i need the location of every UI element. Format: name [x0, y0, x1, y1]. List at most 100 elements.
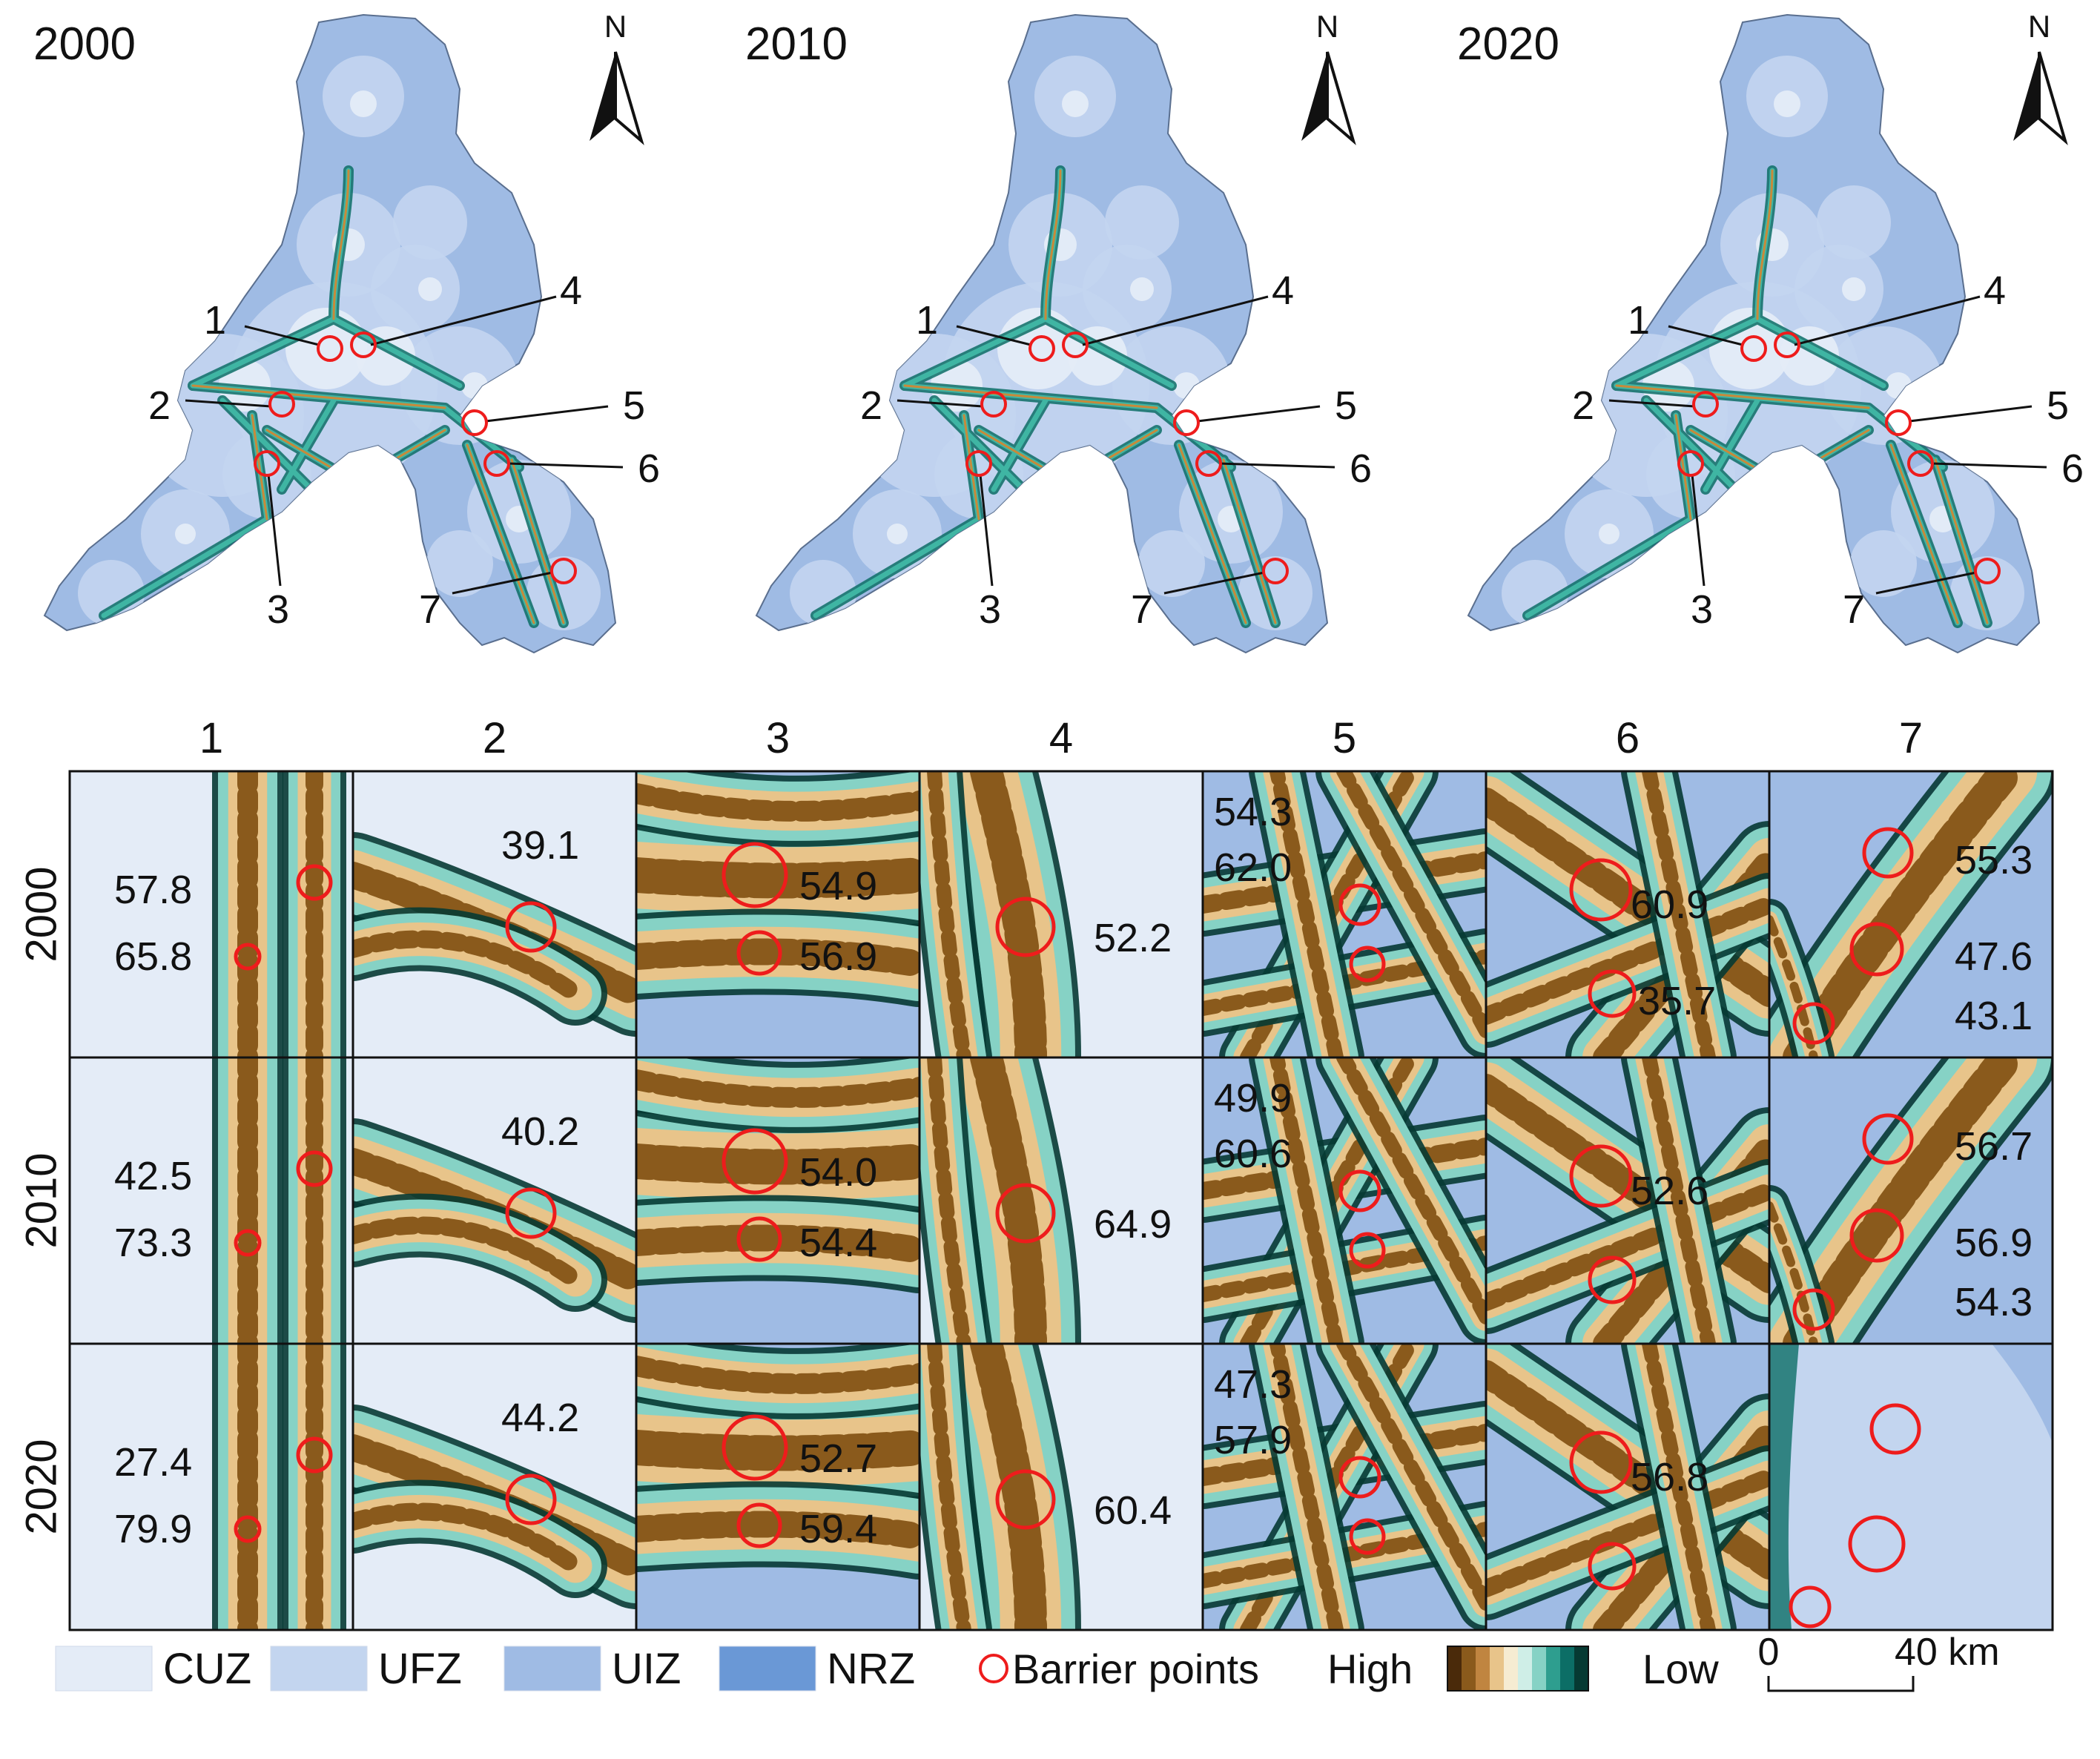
barrier-point-marker — [1588, 969, 1637, 1018]
barrier-point-marker — [254, 450, 280, 477]
barrier-id-label: 5 — [623, 383, 645, 428]
legend-ramp-step — [1574, 1646, 1588, 1691]
north-arrow-left — [1301, 52, 1327, 141]
barrier-point-marker — [1569, 1430, 1633, 1494]
row-header: 2010 — [17, 1152, 65, 1248]
barrier-value-label: 55.3 — [1955, 838, 2033, 882]
basin-2000 — [44, 14, 616, 653]
barrier-leader-line — [1691, 474, 1706, 587]
barrier-leader-line — [507, 462, 624, 469]
column-header: 1 — [199, 714, 223, 762]
barrier-point-marker — [296, 1150, 333, 1187]
barrier-point-marker — [980, 391, 1007, 418]
corridor-core — [353, 1216, 584, 1289]
panel-content — [919, 1057, 1203, 1344]
barrier-leader-line — [485, 405, 609, 423]
panel-content — [1486, 1057, 1769, 1344]
barrier-point-marker — [965, 450, 992, 477]
detail-panel-7-2020 — [1768, 1342, 2054, 1631]
barrier-value-label: 54.9 — [799, 864, 877, 908]
barrier-leader-line — [185, 399, 271, 408]
barrier-value-label: 57.9 — [1214, 1418, 1292, 1462]
corridor-core — [1269, 771, 1344, 1057]
detail-panel-2-2010: 40.2 — [351, 1056, 638, 1345]
barrier-value-label: 52.2 — [1094, 916, 1172, 960]
barrier-point-marker — [1792, 1288, 1835, 1331]
barrier-point-marker — [995, 1183, 1056, 1244]
corridor-edge — [1769, 1344, 1799, 1630]
barrier-point-marker — [296, 1436, 333, 1473]
detail-panel-4-2020: 60.4 — [918, 1342, 1204, 1631]
north-arrow-icon: N — [2013, 9, 2068, 145]
barrier-id-label: 6 — [638, 446, 660, 491]
barrier-point-marker — [234, 943, 262, 971]
corridor-core — [927, 1057, 971, 1344]
barrier-point-marker — [1862, 1113, 1914, 1165]
barrier-leader-line — [956, 325, 1031, 346]
barrier-point-marker — [1338, 1169, 1381, 1212]
barrier-id-label: 3 — [267, 587, 289, 632]
north-arrow-right — [1326, 51, 1356, 145]
panel-content — [1769, 771, 2053, 1057]
corridor-core — [927, 771, 971, 1057]
corridor-core — [353, 1502, 584, 1575]
panel-content — [1769, 1344, 2053, 1630]
barrier-point-marker — [1792, 1002, 1835, 1045]
map-year-label: 2020 — [1457, 19, 1559, 70]
barrier-value-label: 35.7 — [1638, 979, 1716, 1023]
scale-start-label: 0 — [1758, 1631, 1780, 1674]
barrier-point-marker — [1588, 1542, 1637, 1591]
corridor-core — [1486, 896, 1769, 1025]
barrier-id-label: 2 — [148, 383, 171, 428]
barrier-point-marker — [505, 901, 557, 953]
detail-panel-4-2010: 64.9 — [918, 1056, 1204, 1345]
panel-content — [70, 1344, 353, 1630]
barrier-point-marker — [995, 897, 1056, 957]
panel-content — [353, 771, 636, 1057]
map-year-label: 2000 — [33, 19, 136, 70]
barrier-point-marker — [722, 1414, 788, 1481]
panel-content — [919, 771, 1203, 1057]
basin-zones — [790, 56, 1312, 630]
north-label: N — [1316, 9, 1338, 44]
corridor-core — [636, 938, 919, 977]
barrier-point-marker — [1869, 1403, 1921, 1455]
legend-high-label: High — [1327, 1646, 1413, 1692]
barrier-leader-line — [979, 474, 994, 587]
barrier-id-label: 1 — [1628, 298, 1650, 343]
detail-panel-3-2000: 54.9 56.9 — [635, 770, 921, 1059]
barrier-value-label: 54.4 — [799, 1221, 877, 1265]
corridor-core — [1336, 771, 1486, 1038]
legend-swatch-ufz — [270, 1646, 368, 1692]
column-header: 4 — [1049, 714, 1073, 762]
barrier-point-marker — [722, 1128, 788, 1195]
barrier-point-marker — [1885, 409, 1912, 436]
barrier-value-label: 52.7 — [799, 1436, 877, 1481]
barrier-point-marker — [1349, 945, 1386, 983]
barrier-point-marker — [483, 450, 510, 477]
barrier-value-label: 57.8 — [114, 868, 192, 912]
cuz-zone — [1885, 372, 1912, 399]
detail-panel-7-2010: 56.7 56.9 54.3 — [1768, 1056, 2054, 1345]
barrier-leader-line — [1909, 405, 2033, 423]
detail-panel-3-2010: 54.0 54.4 — [635, 1056, 921, 1345]
barrier-leader-line — [267, 474, 282, 587]
barrier-leader-line — [1668, 325, 1743, 346]
barrier-point-marker — [1338, 883, 1381, 926]
corridor-core — [636, 857, 919, 899]
barrier-point-marker — [1774, 331, 1800, 358]
ufz-zone — [1105, 185, 1179, 260]
barrier-leader-line — [244, 325, 320, 346]
cuz-zone — [1774, 90, 1800, 117]
corridor-core — [970, 771, 1047, 1057]
basin-2010 — [756, 14, 1328, 653]
barrier-leader-line — [1794, 295, 1981, 346]
cuz-zone — [887, 524, 908, 544]
barrier-id-label: 2 — [860, 383, 882, 428]
barrier-id-label: 7 — [1131, 587, 1153, 632]
barrier-value-label: 44.2 — [501, 1396, 579, 1440]
column-header: 5 — [1333, 714, 1356, 762]
legend-ramp-step — [1560, 1646, 1574, 1691]
corridor-core — [636, 1224, 919, 1264]
